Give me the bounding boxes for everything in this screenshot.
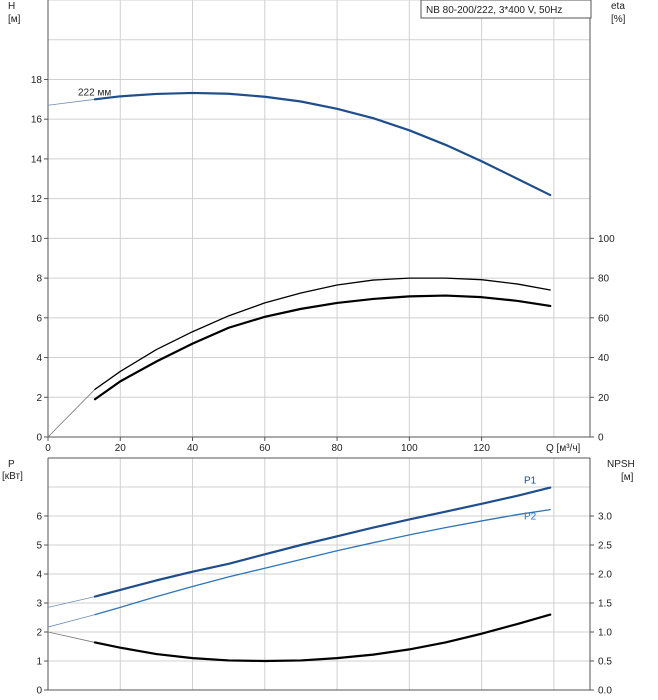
y-axis-unit-left: [кВт] (2, 471, 23, 482)
legend-box: NB 80-200/222, 3*400 V, 50Hz (420, 0, 592, 19)
y-tick-label-left: 2 (36, 393, 42, 404)
y-tick-label-left: 3 (36, 599, 42, 610)
y-tick-label-left: 16 (31, 115, 43, 126)
curve-line (93, 294, 552, 401)
y-tick-label-right: 20 (598, 393, 610, 404)
series-label: P1 (524, 476, 537, 487)
curve-extension (47, 631, 96, 643)
curve-line (93, 91, 552, 197)
curve-extension (47, 389, 96, 438)
y-tick-label-left: 4 (36, 570, 42, 581)
x-tick-label: 40 (187, 443, 199, 454)
y-tick-label-left: 10 (31, 234, 43, 245)
y-tick-label-left: 8 (36, 274, 42, 285)
y-tick-label-left: 6 (36, 313, 42, 324)
curve-extension (47, 596, 96, 608)
y-axis-unit-right: [м] (621, 472, 634, 483)
y-tick-label-right: 0.0 (598, 686, 612, 697)
y-tick-label-right: 1.5 (598, 599, 612, 610)
y-tick-label-left: 2 (36, 628, 42, 639)
y-tick-label-right: 100 (598, 234, 615, 245)
series-label: 222 мм (78, 87, 111, 98)
head-efficiency-panel: 0 2 4 6 8 10 12 14 16 18 0 20 40 60 80 100 H [м] eta [%] 0 20… (8, 0, 626, 454)
y-tick-label-left: 12 (31, 194, 43, 205)
x-tick-label: 0 (45, 443, 51, 454)
y-tick-label-right: 0 (598, 433, 604, 444)
y-tick-label-left: 6 (36, 512, 42, 523)
curve-extension (47, 614, 96, 628)
y-axis-label-right: NPSH (607, 459, 635, 470)
y-tick-label-right: 2.0 (598, 570, 612, 581)
y-axis-label-left: H (8, 1, 15, 12)
y-tick-label-left: 1 (36, 657, 42, 668)
legend-text: NB 80-200/222, 3*400 V, 50Hz (426, 5, 562, 16)
y-tick-label-left: 0 (36, 686, 42, 697)
y-tick-label-right: 40 (598, 353, 610, 364)
power-npsh-panel: 0 1 2 3 4 5 6 0.0 0.5 1.0 1.5 2.0 2.5 3.0 P[кВт] NPSH [м… (2, 457, 635, 697)
y-tick-label-right: 60 (598, 313, 610, 324)
curve-line (93, 613, 552, 663)
y-tick-label-right: 3.0 (598, 512, 612, 523)
y-tick-label-left: 14 (31, 154, 43, 165)
x-tick-label: 100 (401, 443, 418, 454)
x-tick-label: 80 (332, 443, 344, 454)
y-tick-label-left: 5 (36, 541, 42, 552)
x-axis-label: Q [м³/ч] (546, 443, 581, 454)
y-tick-label-left: 18 (31, 75, 43, 86)
curve-line (94, 508, 551, 616)
y-tick-label-left: 0 (36, 433, 42, 444)
x-tick-label: 60 (259, 443, 271, 454)
x-tick-label: 20 (115, 443, 127, 454)
y-axis-unit-right: [%] (611, 14, 626, 25)
y-tick-label-right: 1.0 (598, 628, 612, 639)
y-tick-label-right: 0.5 (598, 657, 612, 668)
series-label: P2 (524, 512, 537, 523)
x-tick-label: 120 (473, 443, 490, 454)
curve-line (93, 486, 552, 598)
curve-line (94, 277, 551, 390)
y-axis-label-left: P (8, 459, 15, 470)
y-axis-unit-left: [м] (8, 14, 21, 25)
y-tick-label-right: 80 (598, 274, 610, 285)
curve-extension (47, 98, 96, 106)
y-tick-label-left: 4 (36, 353, 42, 364)
y-tick-label-right: 2.5 (598, 541, 612, 552)
y-axis-label-right: eta (611, 1, 625, 12)
